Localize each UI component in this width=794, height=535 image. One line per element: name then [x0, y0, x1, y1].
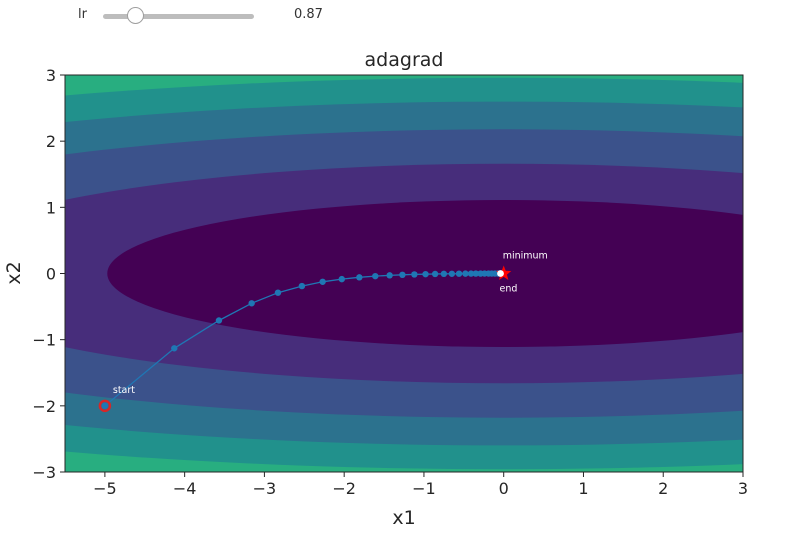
path-point: [298, 282, 306, 290]
x-tick-label: −3: [253, 479, 277, 498]
y-tick-label: 1: [46, 198, 56, 217]
y-tick-label: −3: [32, 463, 56, 482]
path-point: [448, 270, 456, 277]
x-tick-label: 0: [499, 479, 509, 498]
end-marker: [497, 270, 504, 277]
slider-value-readout: 0.87: [294, 7, 323, 22]
x-tick-label: 2: [658, 479, 668, 498]
y-tick-label: −1: [32, 331, 56, 350]
path-point: [248, 300, 255, 307]
path-point: [171, 345, 178, 352]
contour-fill-group: [65, 75, 743, 472]
x-tick-label: 1: [578, 479, 588, 498]
x-tick-label: −5: [93, 479, 117, 498]
minimum-label: minimum: [503, 251, 548, 262]
chart-title: adagrad: [365, 49, 444, 71]
x-tick-label: −1: [412, 479, 436, 498]
lr-slider-track[interactable]: [103, 7, 254, 24]
path-point: [411, 271, 418, 278]
x-tick-label: −4: [173, 479, 197, 498]
y-tick-label: 2: [46, 132, 56, 151]
path-point: [467, 270, 475, 277]
path-point: [101, 402, 109, 410]
path-point: [422, 270, 429, 278]
path-point: [431, 270, 439, 278]
path-point: [455, 270, 463, 277]
path-point: [472, 270, 479, 277]
path-point: [319, 278, 326, 285]
lr-slider-handle[interactable]: [126, 7, 144, 24]
y-tick-label: 0: [46, 265, 56, 284]
start-marker: [98, 399, 112, 413]
path-point: [462, 270, 469, 277]
lr-slider-widget: lr 0.87: [0, 0, 794, 34]
path-point: [356, 274, 363, 281]
path-point: [274, 289, 282, 296]
adagrad-contour-chart: −5 −4 −3 −2 −1 0 1 2 3 −3 −2 −1 0 1 2 3 adagrad x1 x2 s…: [3, 49, 748, 529]
end-label: end: [500, 284, 518, 295]
path-point: [215, 317, 223, 324]
markers-group: start minimum end: [98, 251, 548, 413]
path-point: [386, 272, 393, 279]
y-tick-label: 3: [46, 66, 56, 85]
path-point: [338, 275, 345, 283]
y-tick-label: −2: [32, 397, 56, 416]
x-tick-label: −2: [332, 479, 356, 498]
slider-label: lr: [78, 7, 87, 22]
axis-ticks: −5 −4 −3 −2 −1 0 1 2 3 −3 −2 −1 0 1 2 3: [32, 66, 748, 498]
path-point: [440, 270, 448, 278]
y-axis-title: x2: [3, 261, 25, 284]
path-point: [372, 272, 379, 280]
start-label: start: [113, 385, 135, 396]
x-tick-label: 3: [738, 479, 748, 498]
path-point: [399, 271, 406, 279]
x-axis-title: x1: [392, 507, 415, 529]
